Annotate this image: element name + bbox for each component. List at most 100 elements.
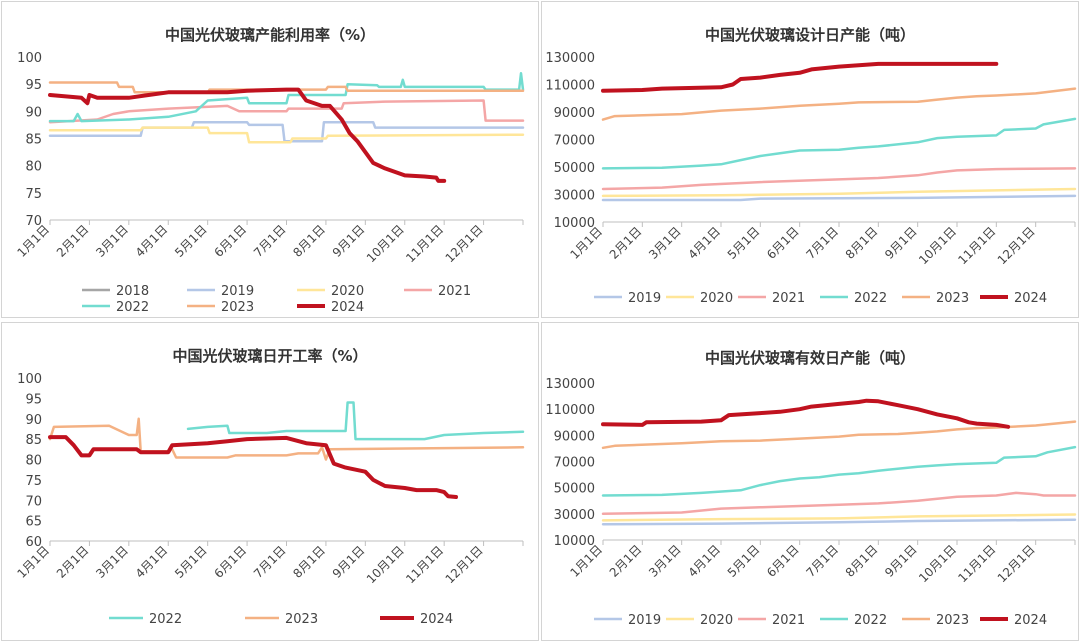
- y-tick-label: 85: [25, 433, 42, 448]
- y-tick-label: 90000: [554, 429, 595, 444]
- x-tick-label: 11月1日: [403, 543, 446, 586]
- x-tick-label: 12月1日: [443, 543, 486, 586]
- y-tick-label: 65: [25, 515, 42, 530]
- x-tick-label: 7月1日: [803, 542, 841, 580]
- y-tick-label: 75: [25, 187, 42, 202]
- y-tick-label: 95: [25, 392, 42, 407]
- design-capacity-chart: 中国光伏玻璃设计日产能（吨） 10000 30000 50000 70000 90000 1…: [541, 1, 1079, 318]
- series-line-2023: [601, 420, 1077, 450]
- x-tick-label: 8月1日: [843, 224, 881, 262]
- series-line-2019: [48, 120, 525, 143]
- legend-label: 2024: [420, 612, 453, 627]
- legend-label: 2019: [628, 613, 661, 628]
- x-tick-label: 8月1日: [843, 542, 881, 580]
- y-tick-label: 50000: [554, 161, 595, 176]
- legend-label: 2023: [221, 300, 254, 315]
- y-tick-label: 75: [25, 474, 42, 489]
- y-tick-label: 110000: [545, 403, 595, 418]
- x-tick-label: 3月1日: [93, 543, 131, 581]
- effective-capacity-chart-svg: 中国光伏玻璃有效日产能（吨） 10000 30000 50000 70000 90000 1…: [545, 349, 1077, 628]
- x-tick-label: 7月1日: [803, 224, 841, 262]
- y-tick-label: 130000: [545, 377, 595, 392]
- x-tick-label: 4月1日: [685, 542, 723, 580]
- y-tick-label: 100: [17, 51, 42, 66]
- x-tick-label: 7月1日: [251, 222, 289, 260]
- legend-label: 2020: [331, 284, 364, 299]
- x-tick-label: 8月1日: [290, 222, 328, 260]
- x-tick-label: 6月1日: [764, 542, 802, 580]
- y-tick-label: 90000: [554, 106, 595, 121]
- legend-label: 2023: [936, 291, 969, 306]
- legend-label: 2024: [331, 300, 364, 315]
- y-tick-label: 70000: [554, 456, 595, 471]
- x-tick-label: 3月1日: [646, 542, 684, 580]
- operating-rate-chart: 中国光伏玻璃日开工率（%） 60 65 70 75 80 85 90 95 100 1月1日 2月1日…: [1, 322, 539, 641]
- series-line-2024: [601, 398, 1011, 429]
- design-capacity-chart-svg: 中国光伏玻璃设计日产能（吨） 10000 30000 50000 70000 90000 1…: [545, 26, 1077, 306]
- chart-title: 中国光伏玻璃有效日产能（吨）: [705, 349, 915, 367]
- legend-label: 2021: [772, 613, 805, 628]
- y-tick-label: 30000: [554, 189, 595, 204]
- series-line-2021: [48, 99, 525, 124]
- x-tick-label: 2月1日: [607, 542, 645, 580]
- legend-label: 2020: [700, 291, 733, 306]
- x-tick-label: 3月1日: [646, 224, 684, 262]
- y-tick-label: 50000: [554, 482, 595, 497]
- x-tick-label: 12月1日: [995, 224, 1038, 267]
- x-tick-label: 10月1日: [364, 543, 407, 586]
- x-tick-label: 11月1日: [955, 542, 998, 585]
- series-line-2021: [601, 167, 1077, 191]
- y-tick-label: 70: [25, 214, 42, 229]
- y-tick-label: 90: [25, 413, 42, 428]
- x-tick-label: 4月1日: [133, 543, 171, 581]
- x-tick-label: 10月1日: [916, 542, 959, 585]
- y-tick-label: 110000: [545, 79, 595, 94]
- legend-label: 2020: [700, 613, 733, 628]
- series-line-2024: [48, 435, 458, 499]
- series-line-2023: [601, 87, 1077, 121]
- y-tick-label: 85: [25, 133, 42, 148]
- series-line-2022: [186, 401, 525, 441]
- x-tick-label: 5月1日: [725, 542, 763, 580]
- x-tick-label: 5月1日: [172, 543, 210, 581]
- series-line-2023: [48, 417, 525, 461]
- x-tick-label: 9月1日: [882, 542, 920, 580]
- y-tick-label: 90: [25, 105, 42, 120]
- utilization-rate-chart: 中国光伏玻璃产能利用率（%） 70 75 80 85 90 95 100 1月1日 2月1日 3月1…: [1, 1, 539, 318]
- series-line-2019: [601, 518, 1077, 526]
- x-tick-label: 5月1日: [725, 224, 763, 262]
- series-line-2021: [601, 491, 1077, 516]
- legend-label: 2022: [116, 300, 149, 315]
- x-tick-label: 4月1日: [685, 224, 723, 262]
- x-tick-label: 11月1日: [955, 224, 998, 267]
- y-tick-label: 80: [25, 454, 42, 469]
- y-tick-label: 70000: [554, 134, 595, 149]
- legend-label: 2021: [772, 291, 805, 306]
- legend-label: 2022: [854, 613, 887, 628]
- series-line-2024: [48, 87, 447, 183]
- legend-label: 2021: [438, 284, 471, 299]
- legend-label: 2024: [1014, 613, 1047, 628]
- x-tick-label: 6月1日: [212, 543, 250, 581]
- x-tick-label: 8月1日: [290, 543, 328, 581]
- chart-title: 中国光伏玻璃产能利用率（%）: [165, 26, 375, 44]
- legend-label: 2022: [854, 291, 887, 306]
- legend-label: 2019: [628, 291, 661, 306]
- x-tick-label: 3月1日: [93, 222, 131, 260]
- series-line-2024: [601, 61, 999, 93]
- series-line-2019: [601, 194, 1077, 202]
- legend-label: 2023: [936, 613, 969, 628]
- legend-label: 2018: [116, 284, 149, 299]
- x-tick-label: 2月1日: [607, 224, 645, 262]
- series-line-2022: [601, 117, 1077, 170]
- y-tick-label: 130000: [545, 51, 595, 66]
- y-tick-label: 10000: [554, 534, 595, 549]
- series-line-2020: [601, 187, 1077, 198]
- chart-title: 中国光伏玻璃设计日产能（吨）: [705, 26, 915, 44]
- x-tick-label: 7月1日: [251, 543, 289, 581]
- legend-label: 2023: [285, 612, 318, 627]
- x-tick-label: 9月1日: [330, 222, 368, 260]
- legend-label: 2024: [1014, 291, 1047, 306]
- x-tick-label: 5月1日: [172, 222, 210, 260]
